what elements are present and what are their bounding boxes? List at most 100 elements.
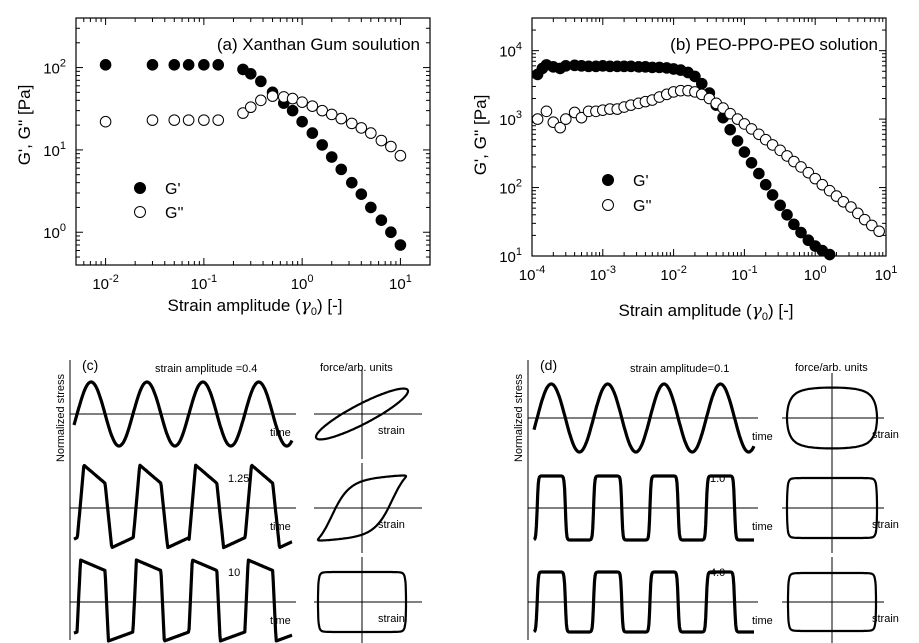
strain-label: strain — [378, 425, 405, 437]
panel-b-xlabel-tail: ) [-] — [768, 301, 794, 320]
strain-amplitude-value: 10 — [228, 567, 240, 579]
data-point-filled — [795, 226, 807, 239]
data-point-open — [198, 114, 210, 126]
panel-a-xlabel-sub: 0 — [311, 306, 317, 318]
time-label: time — [752, 521, 773, 533]
y-tick-label: 103 — [499, 109, 522, 129]
legend-marker — [602, 199, 614, 211]
data-point-filled — [146, 59, 159, 71]
data-point-filled — [738, 146, 751, 158]
panel-c-amplitude-title: strain amplitude =0.4 — [155, 363, 257, 375]
panel-d-ylabel: Normalized stress — [513, 373, 525, 462]
data-point-open — [296, 96, 308, 108]
data-point-open — [335, 112, 348, 125]
panel-b-xlabel-sub: 0 — [762, 311, 768, 323]
data-point-filled — [385, 226, 397, 239]
data-point-filled — [355, 188, 368, 200]
waveform-row: time 1.25 strain — [70, 463, 422, 553]
x-tick-label: 101 — [389, 273, 412, 293]
data-point-filled — [745, 156, 758, 169]
lissajous-loop — [785, 476, 879, 540]
panel-a: (a) Xanthan Gum soulution G', G'' [Pa] S… — [15, 35, 420, 318]
data-point-open — [345, 117, 358, 130]
panel-b-xlabel-symbol: γ — [752, 301, 763, 321]
data-point-filled — [759, 178, 772, 191]
data-point-open — [873, 225, 885, 238]
data-point-open — [394, 149, 407, 162]
data-point-filled — [823, 248, 836, 261]
y-tick-label: 101 — [43, 140, 66, 160]
stress-waveform — [533, 474, 755, 542]
data-point-filled — [255, 75, 267, 88]
lissajous-loop — [316, 570, 408, 634]
strain-label: strain — [872, 519, 899, 531]
panel-a-xlabel-tail: ) [-] — [317, 296, 343, 315]
y-tick-label: 102 — [499, 178, 522, 198]
y-tick-label: 100 — [43, 222, 66, 242]
panel-b-plot: 10-4 10-3 10-2 10-1 100 101 101 102 103 104 G' G'' — [499, 17, 897, 284]
data-point-filled — [286, 104, 299, 117]
time-label: time — [752, 431, 773, 443]
data-point-filled — [198, 59, 210, 71]
waveform-row: time strain — [528, 373, 899, 463]
data-point-filled — [365, 201, 377, 214]
time-label: time — [270, 427, 291, 439]
data-point-open — [168, 114, 181, 126]
panel-b-xlabel: Strain amplitude (γ0) [-] — [618, 301, 793, 323]
strain-label: strain — [872, 613, 899, 625]
data-point-filled — [306, 127, 319, 139]
y-tick-label: 101 — [499, 246, 522, 266]
panel-a-title: (a) Xanthan Gum soulution — [217, 35, 420, 54]
stress-waveform — [73, 463, 293, 550]
stress-waveform — [532, 382, 756, 454]
lissajous-loop — [316, 474, 408, 542]
data-point-filled — [99, 59, 112, 71]
x-tick-label: 100 — [804, 264, 827, 284]
data-point-open — [316, 104, 328, 117]
data-point-open — [237, 107, 249, 119]
data-point-filled — [182, 59, 195, 71]
data-point-filled — [296, 115, 308, 128]
data-point-open — [99, 115, 112, 128]
data-point-filled — [724, 123, 736, 136]
strain-amplitude-value: 1.25 — [228, 473, 249, 485]
y-tick-label: 102 — [43, 58, 66, 78]
data-point-open — [255, 94, 267, 107]
data-point-filled — [788, 218, 800, 231]
panel-a-plot: 10-2 10-1 100 101 100 101 102 G' G'' — [43, 17, 431, 293]
waveform-row: time 1.0 strain — [528, 463, 899, 553]
data-point-filled — [766, 189, 779, 201]
data-point-filled — [375, 214, 388, 227]
waveform-row: time 4.0 strain — [528, 557, 899, 643]
data-point-filled — [335, 163, 348, 176]
panel-d-force-title: force/arb. units — [795, 362, 868, 374]
legend-marker — [602, 174, 614, 186]
panel-a-ylabel: G', G'' [Pa] — [15, 85, 34, 166]
data-point-filled — [316, 139, 328, 151]
data-point-filled — [689, 70, 701, 83]
strain-label: strain — [378, 519, 405, 531]
panel-b-xlabel-main: Strain amplitude ( — [618, 301, 752, 320]
data-point-open — [375, 134, 388, 147]
panel-d-amplitude-title: strain amplitude=0.1 — [630, 363, 729, 375]
x-tick-label: 10-1 — [731, 264, 757, 284]
legend-label: G'' — [165, 205, 184, 222]
data-point-filled — [781, 208, 793, 221]
panel-c: (c) strain amplitude =0.4 force/arb. uni… — [55, 357, 393, 462]
strain-amplitude-value: 1.0 — [710, 473, 725, 485]
data-point-filled — [345, 176, 358, 189]
time-label: time — [270, 521, 291, 533]
data-point-open — [266, 90, 279, 102]
data-point-filled — [753, 167, 765, 180]
data-point-filled — [774, 199, 786, 212]
lissajous-loop — [785, 386, 879, 450]
plot-frame — [531, 17, 887, 257]
waveform-row: time 10 strain — [70, 557, 422, 643]
data-point-open — [365, 127, 377, 139]
data-point-open — [286, 92, 299, 105]
panel-a-xlabel: Strain amplitude (γ0) [-] — [167, 296, 342, 318]
data-point-filled — [212, 59, 225, 71]
panel-b-title: (b) PEO-PPO-PEO solution — [670, 35, 878, 54]
